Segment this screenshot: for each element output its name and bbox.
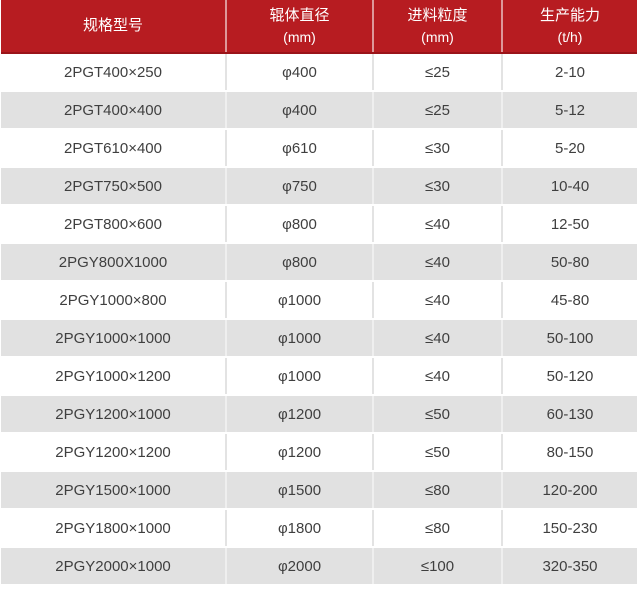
cell-roller-diameter: φ800: [226, 205, 374, 244]
cell-roller-diameter: φ400: [226, 53, 374, 92]
col-header-roller-diameter: 辊体直径 (mm): [226, 0, 374, 54]
cell-capacity: 80-150: [502, 433, 637, 472]
cell-capacity: 5-20: [502, 129, 637, 168]
cell-roller-diameter: φ1200: [226, 395, 374, 434]
table-row: 2PGY1500×1000 φ1500 ≤80 120-200: [1, 471, 637, 510]
cell-feed-size: ≤30: [373, 129, 503, 168]
cell-capacity: 12-50: [502, 205, 637, 244]
cell-model: 2PGT400×400: [1, 91, 227, 130]
cell-roller-diameter: φ1800: [226, 509, 374, 548]
table-row: 2PGY1000×800 φ1000 ≤40 45-80: [1, 281, 637, 320]
cell-model: 2PGY1800×1000: [1, 509, 227, 548]
col-header-model-label: 规格型号: [82, 17, 143, 34]
cell-model: 2PGT750×500: [1, 167, 227, 206]
cell-feed-size: ≤25: [373, 91, 503, 130]
cell-feed-size: ≤100: [373, 547, 503, 586]
table-row: 2PGY1800×1000 φ1800 ≤80 150-230: [1, 509, 637, 548]
col-header-feed-size-label: 进料粒度: [407, 6, 468, 24]
cell-capacity: 50-120: [502, 357, 637, 396]
cell-capacity: 2-10: [502, 53, 637, 92]
cell-model: 2PGY1000×800: [1, 281, 227, 320]
table-row: 2PGY1200×1000 φ1200 ≤50 60-130: [1, 395, 637, 434]
cell-roller-diameter: φ400: [226, 91, 374, 130]
table-row: 2PGY2000×1000 φ2000 ≤100 320-350: [1, 547, 637, 586]
cell-roller-diameter: φ2000: [226, 547, 374, 586]
table-row: 2PGT750×500 φ750 ≤30 10-40: [1, 167, 637, 206]
header-row: 规格型号 辊体直径 (mm) 进料粒度 (mm) 生产能力 (t/h): [1, 0, 637, 54]
cell-capacity: 60-130: [502, 395, 637, 434]
cell-model: 2PGT610×400: [1, 129, 227, 168]
col-header-capacity-unit: (t/h): [557, 28, 583, 45]
cell-capacity: 50-100: [502, 319, 637, 358]
table-row: 2PGY1200×1200 φ1200 ≤50 80-150: [1, 433, 637, 472]
table-row: 2PGY800X1000 φ800 ≤40 50-80: [1, 243, 637, 282]
table-row: 2PGT400×250 φ400 ≤25 2-10: [1, 53, 637, 92]
table-row: 2PGY1000×1200 φ1000 ≤40 50-120: [1, 357, 637, 396]
cell-model: 2PGY1000×1200: [1, 357, 227, 396]
cell-capacity: 150-230: [502, 509, 637, 548]
spec-table-header: 规格型号 辊体直径 (mm) 进料粒度 (mm) 生产能力 (t/h): [1, 0, 637, 54]
cell-model: 2PGY1000×1000: [1, 319, 227, 358]
cell-model: 2PGY800X1000: [1, 243, 227, 282]
spec-table-body: 2PGT400×250 φ400 ≤25 2-10 2PGT400×400 φ400 ≤25…: [1, 53, 637, 586]
cell-model: 2PGT400×250: [1, 53, 227, 92]
table-row: 2PGT400×400 φ400 ≤25 5-12: [1, 91, 637, 130]
col-header-roller-diameter-label: 辊体直径: [269, 6, 330, 24]
cell-feed-size: ≤40: [373, 357, 503, 396]
col-header-feed-size-unit: (mm): [421, 28, 454, 45]
cell-roller-diameter: φ1500: [226, 471, 374, 510]
cell-capacity: 120-200: [502, 471, 637, 510]
cell-capacity: 5-12: [502, 91, 637, 130]
table-row: 2PGT800×600 φ800 ≤40 12-50: [1, 205, 637, 244]
cell-capacity: 45-80: [502, 281, 637, 320]
col-header-capacity-label: 生产能力: [539, 6, 600, 24]
cell-roller-diameter: φ610: [226, 129, 374, 168]
cell-feed-size: ≤80: [373, 509, 503, 548]
col-header-feed-size: 进料粒度 (mm): [373, 0, 503, 54]
cell-capacity: 50-80: [502, 243, 637, 282]
cell-feed-size: ≤40: [373, 319, 503, 358]
cell-feed-size: ≤40: [373, 205, 503, 244]
col-header-capacity: 生产能力 (t/h): [502, 0, 637, 54]
table-row: 2PGY1000×1000 φ1000 ≤40 50-100: [1, 319, 637, 358]
cell-roller-diameter: φ1000: [226, 319, 374, 358]
table-row: 2PGT610×400 φ610 ≤30 5-20: [1, 129, 637, 168]
cell-feed-size: ≤80: [373, 471, 503, 510]
cell-model: 2PGY2000×1000: [1, 547, 227, 586]
cell-roller-diameter: φ1000: [226, 281, 374, 320]
col-header-model: 规格型号: [1, 0, 227, 54]
cell-capacity: 10-40: [502, 167, 637, 206]
cell-feed-size: ≤25: [373, 53, 503, 92]
col-header-roller-diameter-unit: (mm): [283, 28, 316, 45]
cell-feed-size: ≤50: [373, 433, 503, 472]
cell-roller-diameter: φ1000: [226, 357, 374, 396]
cell-model: 2PGY1200×1200: [1, 433, 227, 472]
cell-feed-size: ≤40: [373, 243, 503, 282]
cell-model: 2PGT800×600: [1, 205, 227, 244]
cell-feed-size: ≤30: [373, 167, 503, 206]
cell-feed-size: ≤50: [373, 395, 503, 434]
cell-model: 2PGY1200×1000: [1, 395, 227, 434]
cell-model: 2PGY1500×1000: [1, 471, 227, 510]
cell-roller-diameter: φ800: [226, 243, 374, 282]
cell-capacity: 320-350: [502, 547, 637, 586]
cell-feed-size: ≤40: [373, 281, 503, 320]
cell-roller-diameter: φ750: [226, 167, 374, 206]
cell-roller-diameter: φ1200: [226, 433, 374, 472]
